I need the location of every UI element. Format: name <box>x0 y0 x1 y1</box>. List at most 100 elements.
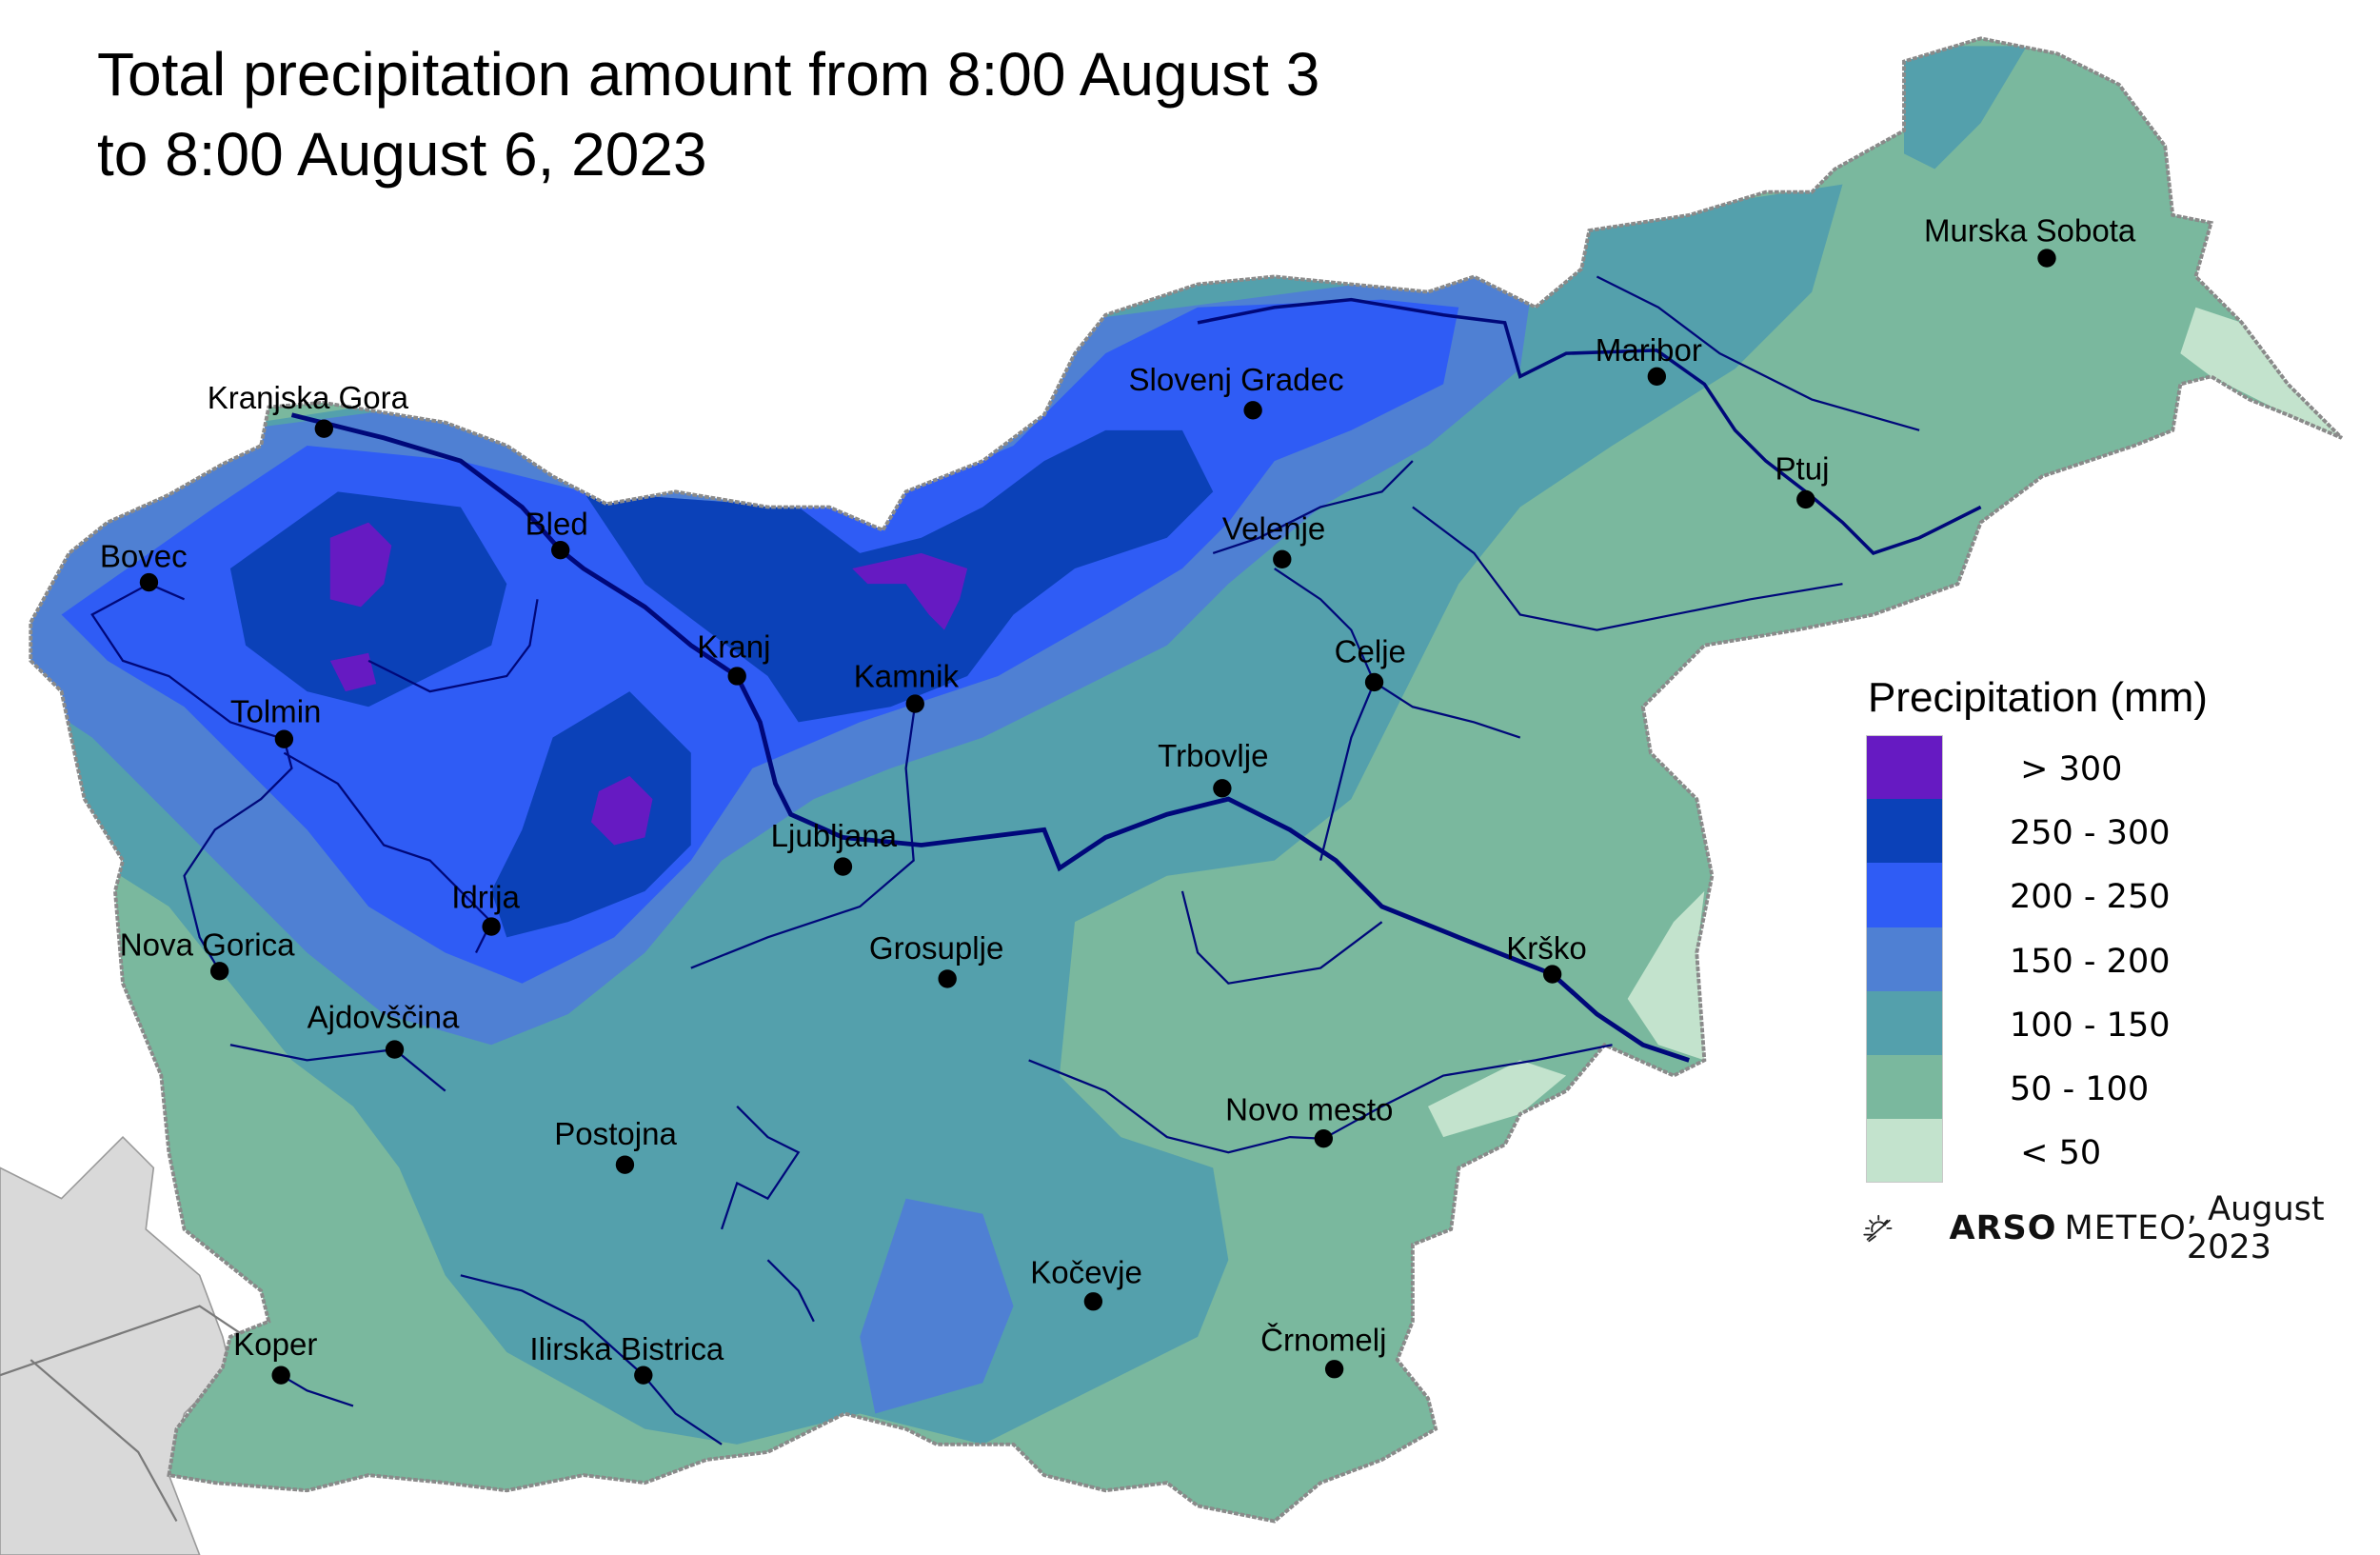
city-label: Ptuj <box>1775 451 1830 487</box>
city-label: Trbovlje <box>1158 739 1268 774</box>
city-marker: Kočevje <box>1030 1255 1142 1311</box>
city-dot <box>209 962 229 981</box>
city-label: Kranjska Gora <box>208 381 409 416</box>
city-label: Bled <box>526 508 588 543</box>
city-label: Bovec <box>100 539 188 574</box>
city-dot <box>1314 1129 1333 1148</box>
city-label: Kranj <box>697 630 770 666</box>
city-marker: Kranjska Gora <box>208 381 409 438</box>
city-marker: Idrija <box>451 881 520 936</box>
legend-label: 250 - 300 <box>2010 814 2171 853</box>
rivers <box>90 275 1982 1445</box>
city-dot <box>1324 1360 1344 1379</box>
city-label: Nova Gorica <box>120 928 295 964</box>
city-label: Kočevje <box>1030 1255 1142 1290</box>
legend-swatch <box>1866 990 1943 1055</box>
city-dot <box>314 419 333 438</box>
city-markers: Kranjska Gora Bovec Bled Kranj Kamnik Tolmin L… <box>100 213 2136 1385</box>
city-dot <box>833 857 853 876</box>
legend-swatch <box>1866 1119 1943 1184</box>
legend-label: 150 - 200 <box>2010 942 2171 981</box>
legend-label: > 300 <box>2010 750 2123 788</box>
city-dot <box>1647 367 1666 387</box>
legend-item: 150 - 200 <box>1866 927 2342 991</box>
city-marker: Grosuplje <box>869 931 1003 988</box>
legend-label: < 50 <box>2010 1134 2102 1173</box>
city-marker: Tolmin <box>230 694 322 748</box>
legend-swatch <box>1866 863 1943 927</box>
city-dot <box>727 667 746 686</box>
city-label: Idrija <box>451 881 520 916</box>
city-marker: Kamnik <box>854 659 960 713</box>
legend-item: 50 - 100 <box>1866 1054 2342 1120</box>
city-marker: Ilirska Bistrica <box>529 1332 724 1385</box>
city-label: Murska Sobota <box>1924 213 2136 249</box>
map-title: Total precipitation amount from 8:00 Aug… <box>97 34 1319 194</box>
city-dot <box>482 917 501 936</box>
city-marker: Ajdovščina <box>307 1001 460 1059</box>
city-label: Slovenj Gradec <box>1128 363 1343 398</box>
legend: > 300 250 - 300 200 - 250 150 - 200 100 - 15… <box>1866 735 2342 1184</box>
city-dot <box>551 541 570 560</box>
legend-item: 100 - 150 <box>1866 990 2342 1055</box>
city-label: Ljubljana <box>771 819 898 854</box>
city-dot <box>1796 489 1815 509</box>
city-marker: Koper <box>233 1327 317 1385</box>
city-marker: Bovec <box>100 539 188 592</box>
legend-swatch <box>1866 799 1943 864</box>
legend-item: < 50 <box>1866 1119 2342 1184</box>
city-label: Postojna <box>554 1117 677 1152</box>
credit-date: , August 2023 <box>2186 1190 2325 1266</box>
legend-item: 200 - 250 <box>1866 863 2342 927</box>
city-marker: Črnomelj <box>1260 1322 1386 1379</box>
city-dot <box>2037 249 2056 268</box>
city-marker: Novo mesto <box>1225 1092 1393 1148</box>
legend-swatch <box>1866 1054 1943 1120</box>
city-label: Velenje <box>1222 511 1325 547</box>
city-marker: Ljubljana <box>771 819 898 876</box>
city-marker: Bled <box>526 508 588 560</box>
city-label: Celje <box>1335 634 1406 669</box>
title-line-2: to 8:00 August 6, 2023 <box>97 120 707 189</box>
city-marker: Maribor <box>1596 333 1702 387</box>
city-dot <box>634 1366 653 1385</box>
city-dot <box>615 1155 635 1174</box>
city-marker: Nova Gorica <box>120 928 295 981</box>
city-dot <box>271 1366 290 1385</box>
city-dot <box>139 572 159 592</box>
legend-label: 100 - 150 <box>2010 1006 2171 1045</box>
city-dot <box>905 694 924 713</box>
legend-title: Precipitation (mm) <box>1868 674 2208 721</box>
city-dot <box>385 1040 405 1059</box>
credit: ARSO METEO , August 2023 <box>1861 1190 2380 1266</box>
city-dot <box>1243 401 1262 420</box>
city-marker: Trbovlje <box>1158 739 1268 798</box>
city-label: Koper <box>233 1327 317 1363</box>
city-marker: Murska Sobota <box>1924 213 2136 268</box>
city-label: Ilirska Bistrica <box>529 1332 724 1367</box>
legend-item: 250 - 300 <box>1866 799 2342 864</box>
city-dot <box>938 969 957 988</box>
city-marker: Velenje <box>1222 511 1325 569</box>
city-dot <box>1083 1292 1103 1311</box>
city-dot <box>274 729 294 748</box>
city-label: Ajdovščina <box>307 1001 460 1036</box>
arso-sun-icon <box>1863 1214 1893 1243</box>
city-label: Kamnik <box>854 659 960 694</box>
city-marker: Kranj <box>697 630 770 686</box>
credit-service: METEO <box>2064 1209 2187 1247</box>
city-marker: Krško <box>1506 931 1587 984</box>
city-label: Tolmin <box>230 694 322 729</box>
city-marker: Slovenj Gradec <box>1128 363 1343 420</box>
city-label: Krško <box>1506 931 1586 967</box>
city-label: Črnomelj <box>1260 1322 1386 1358</box>
title-line-1: Total precipitation amount from 8:00 Aug… <box>97 40 1320 109</box>
city-marker: Celje <box>1335 634 1406 692</box>
city-dot <box>1273 549 1292 569</box>
legend-swatch <box>1866 927 1943 991</box>
city-label: Grosuplje <box>869 931 1003 967</box>
credit-org: ARSO <box>1949 1209 2057 1247</box>
legend-swatch <box>1866 735 1943 800</box>
legend-label: 50 - 100 <box>2010 1069 2150 1108</box>
city-dot <box>1542 965 1562 984</box>
